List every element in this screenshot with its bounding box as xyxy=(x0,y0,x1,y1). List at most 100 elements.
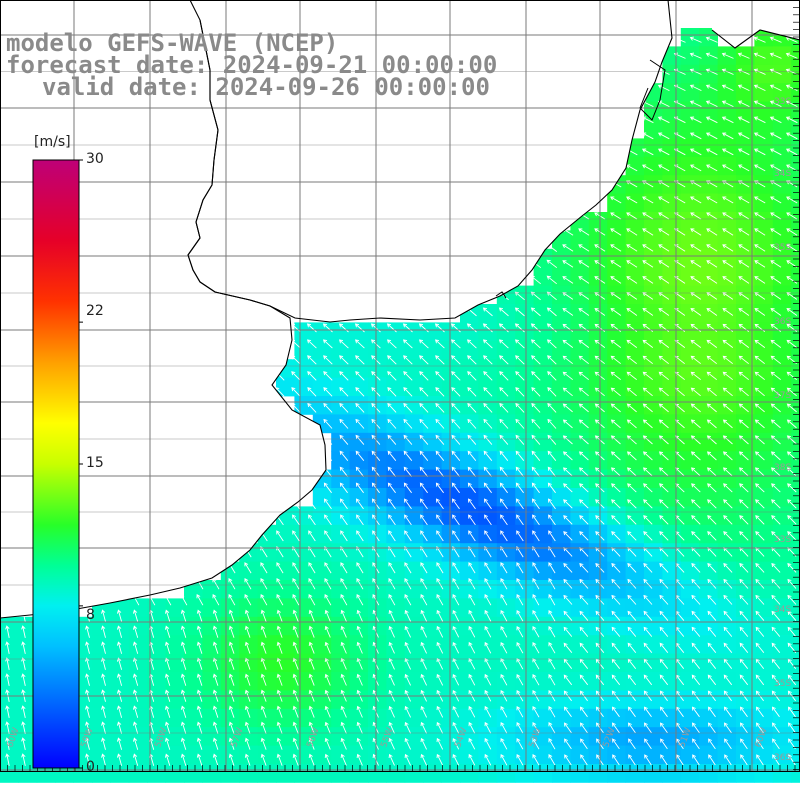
wind-arrow xyxy=(324,498,332,510)
wind-arrow xyxy=(515,434,525,445)
wind-arrow xyxy=(483,466,493,477)
wind-arrow xyxy=(196,594,204,606)
wind-cell xyxy=(92,672,111,691)
wind-cell xyxy=(312,745,332,765)
wind-arrow xyxy=(435,355,445,365)
wind-arrow xyxy=(643,499,653,509)
wind-cell xyxy=(165,764,185,783)
wind-arrow xyxy=(180,705,187,718)
wind-cell xyxy=(515,598,534,618)
wind-cell xyxy=(368,543,387,562)
wind-arrow xyxy=(610,467,621,477)
wind-cell xyxy=(570,764,590,783)
wind-arrow xyxy=(611,674,621,686)
wind-cell xyxy=(754,469,774,489)
wind-arrow xyxy=(754,387,765,397)
wind-arrow xyxy=(292,514,300,526)
wind-cell xyxy=(552,414,571,434)
wind-arrow xyxy=(626,228,638,236)
wind-arrow xyxy=(772,738,780,750)
wind-cell xyxy=(791,285,800,305)
wind-cell xyxy=(404,745,424,765)
wind-cell xyxy=(699,322,718,342)
wind-cell xyxy=(570,488,590,507)
wind-arrow xyxy=(705,116,718,124)
wind-arrow xyxy=(516,594,524,606)
wind-arrow xyxy=(419,387,429,397)
wind-arrow xyxy=(532,594,540,606)
wind-arrow xyxy=(643,515,653,525)
wind-arrow xyxy=(451,482,460,494)
wind-arrow xyxy=(340,657,347,670)
wind-arrow xyxy=(626,307,638,316)
wind-cell xyxy=(312,359,332,378)
wind-arrow xyxy=(388,705,395,718)
wind-arrow xyxy=(578,419,589,429)
wind-arrow xyxy=(212,625,219,638)
wind-arrow xyxy=(707,562,717,573)
wind-cell xyxy=(717,101,737,121)
wind-cell xyxy=(515,359,534,378)
wind-cell xyxy=(699,561,718,581)
wind-arrow xyxy=(611,610,621,621)
wind-cell xyxy=(588,304,608,323)
wind-cell xyxy=(368,506,387,526)
wind-cell xyxy=(460,377,479,397)
wind-arrow xyxy=(706,307,718,316)
wind-cell xyxy=(570,340,590,360)
wind-cell xyxy=(294,672,314,691)
wind-arrow xyxy=(548,754,556,766)
wind-arrow xyxy=(755,515,765,525)
wind-arrow xyxy=(740,754,748,766)
wind-arrow xyxy=(754,403,765,413)
wind-cell xyxy=(644,727,663,746)
wind-arrow xyxy=(516,674,524,686)
wind-arrow xyxy=(690,260,702,268)
wind-arrow xyxy=(643,562,653,573)
wind-arrow xyxy=(387,371,397,381)
wind-cell xyxy=(754,616,774,636)
wind-cell xyxy=(791,212,800,231)
wind-arrow xyxy=(499,450,509,461)
wind-arrow xyxy=(786,228,798,236)
wind-arrow xyxy=(516,706,524,718)
wind-arrow xyxy=(626,387,637,397)
wind-arrow xyxy=(244,625,251,638)
wind-arrow xyxy=(708,754,716,766)
wind-arrow xyxy=(164,737,171,750)
wind-cell xyxy=(312,580,332,599)
wind-cell xyxy=(680,340,700,360)
wind-arrow xyxy=(468,498,476,510)
wind-arrow xyxy=(563,594,573,605)
wind-cell xyxy=(404,561,424,581)
wind-cell xyxy=(552,745,571,765)
wind-cell xyxy=(607,690,626,710)
wind-arrow xyxy=(5,625,10,638)
wind-cell xyxy=(349,396,369,415)
wind-arrow xyxy=(610,387,621,397)
wind-cell xyxy=(680,432,700,452)
wind-cell xyxy=(294,690,314,710)
wind-arrow xyxy=(420,562,428,574)
wind-arrow xyxy=(164,673,171,686)
wind-cell xyxy=(754,101,774,121)
wind-arrow xyxy=(420,609,428,622)
wind-cell xyxy=(552,322,571,342)
wind-cell xyxy=(331,543,350,562)
wind-arrow xyxy=(628,754,636,766)
wind-arrow xyxy=(707,515,717,525)
wind-arrow xyxy=(769,148,782,156)
wind-arrow xyxy=(419,434,429,445)
wind-arrow xyxy=(738,196,750,204)
wind-cell xyxy=(239,708,258,728)
wind-cell xyxy=(515,396,534,415)
wind-cell xyxy=(754,764,774,783)
wind-cell xyxy=(165,745,185,765)
wind-arrow xyxy=(531,450,541,461)
wind-cell xyxy=(772,46,792,66)
wind-arrow xyxy=(754,196,766,204)
wind-arrow xyxy=(164,753,171,766)
wind-arrow xyxy=(627,594,637,605)
wind-cell xyxy=(478,543,498,562)
wind-cell xyxy=(515,285,534,305)
